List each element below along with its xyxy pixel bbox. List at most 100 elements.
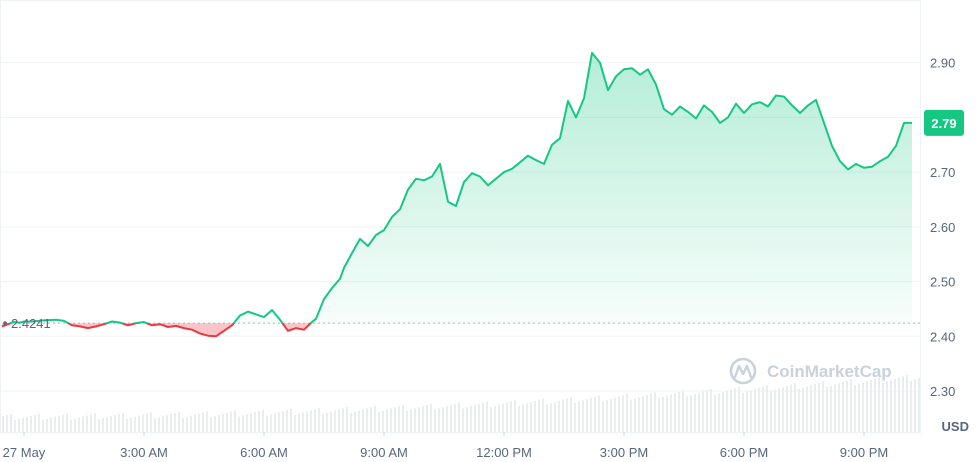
volume-bar bbox=[738, 387, 740, 432]
volume-bar bbox=[626, 393, 628, 432]
volume-bar bbox=[874, 378, 876, 432]
volume-bar bbox=[206, 411, 208, 432]
volume-bar bbox=[318, 408, 320, 432]
volume-bar bbox=[894, 379, 896, 432]
volume-bar bbox=[134, 416, 136, 432]
volume-bar bbox=[410, 409, 412, 432]
volume-bar bbox=[458, 402, 460, 432]
x-tick-label: 9:00 PM bbox=[840, 445, 888, 460]
volume-bars bbox=[2, 375, 920, 432]
volume-bar bbox=[262, 409, 264, 432]
volume-bar bbox=[630, 399, 632, 432]
volume-bar bbox=[370, 407, 372, 432]
volume-bar bbox=[250, 413, 252, 432]
volume-bar bbox=[886, 381, 888, 432]
volume-bar bbox=[826, 387, 828, 432]
volume-bar bbox=[474, 404, 476, 432]
volume-bar bbox=[466, 407, 468, 432]
volume-bar bbox=[214, 416, 216, 432]
volume-bar bbox=[98, 419, 100, 432]
volume-bar bbox=[6, 414, 8, 432]
volume-bar bbox=[358, 410, 360, 432]
volume-bar bbox=[618, 396, 620, 432]
volume-bar bbox=[118, 414, 120, 432]
volume-bar bbox=[86, 415, 88, 432]
volume-bar bbox=[862, 382, 864, 432]
volume-bar bbox=[838, 383, 840, 432]
volume-bar bbox=[486, 401, 488, 432]
baseline-dot bbox=[3, 321, 7, 325]
plot-frame bbox=[0, 0, 921, 433]
volume-bar bbox=[306, 411, 308, 432]
volume-bar bbox=[326, 412, 328, 432]
coinmarketcap-watermark: CoinMarketCap bbox=[729, 357, 892, 385]
volume-bar bbox=[270, 414, 272, 432]
volume-bar bbox=[238, 416, 240, 432]
volume-bar bbox=[218, 415, 220, 432]
volume-bar bbox=[338, 409, 340, 432]
volume-bar bbox=[402, 404, 404, 432]
volume-bar bbox=[242, 415, 244, 432]
volume-bar bbox=[18, 418, 20, 432]
volume-bar bbox=[2, 415, 4, 432]
volume-bar bbox=[50, 417, 52, 432]
volume-bar bbox=[830, 385, 832, 432]
y-tick-label: 2.60 bbox=[930, 220, 955, 235]
volume-bar bbox=[638, 397, 640, 432]
volume-bar bbox=[674, 393, 676, 432]
volume-bar bbox=[854, 385, 856, 432]
volume-bar bbox=[374, 406, 376, 432]
volume-bar bbox=[550, 403, 552, 432]
volume-bar bbox=[902, 376, 904, 432]
volume-bar bbox=[810, 385, 812, 432]
volume-bar bbox=[782, 387, 784, 432]
volume-bar bbox=[578, 401, 580, 432]
volume-bar bbox=[746, 391, 748, 432]
volume-bar bbox=[106, 417, 108, 432]
volume-bar bbox=[814, 383, 816, 432]
volume-bar bbox=[194, 414, 196, 432]
volume-bar bbox=[890, 380, 892, 432]
volume-bar bbox=[450, 404, 452, 432]
volume-bar bbox=[186, 416, 188, 432]
volume-bar bbox=[482, 402, 484, 432]
volume-bar bbox=[542, 398, 544, 432]
volume-bar bbox=[522, 404, 524, 432]
volume-bar bbox=[594, 396, 596, 432]
y-tick-label: 2.90 bbox=[930, 56, 955, 71]
volume-bar bbox=[462, 408, 464, 432]
x-tick-label: 6:00 PM bbox=[720, 445, 768, 460]
volume-bar bbox=[914, 379, 916, 432]
volume-bar bbox=[774, 389, 776, 432]
volume-bar bbox=[470, 406, 472, 432]
volume-bar bbox=[158, 417, 160, 432]
volume-bar bbox=[766, 385, 768, 432]
volume-bar bbox=[790, 384, 792, 432]
x-tick-label: 6:00 AM bbox=[240, 445, 288, 460]
volume-bar bbox=[622, 395, 624, 432]
volume-bar bbox=[834, 384, 836, 432]
volume-bar bbox=[286, 410, 288, 432]
volume-bar bbox=[870, 379, 872, 432]
volume-bar bbox=[182, 417, 184, 432]
volume-bar bbox=[54, 416, 56, 432]
watermark-text: CoinMarketCap bbox=[767, 362, 892, 381]
volume-bar bbox=[530, 402, 532, 432]
volume-bar bbox=[334, 410, 336, 432]
volume-bar bbox=[822, 381, 824, 432]
volume-bar bbox=[42, 419, 44, 432]
volume-bar bbox=[446, 406, 448, 432]
volume-bar bbox=[202, 412, 204, 432]
volume-bar bbox=[598, 395, 600, 432]
volume-bar bbox=[610, 398, 612, 432]
y-tick-label: 2.30 bbox=[930, 384, 955, 399]
volume-bar bbox=[494, 405, 496, 432]
volume-bar bbox=[386, 409, 388, 432]
volume-bar bbox=[586, 399, 588, 432]
volume-bar bbox=[910, 380, 912, 432]
volume-bar bbox=[818, 382, 820, 432]
baseline-label: 2.4241 bbox=[3, 316, 51, 331]
volume-bar bbox=[898, 377, 900, 432]
volume-bar bbox=[142, 414, 144, 432]
volume-bar bbox=[126, 418, 128, 432]
